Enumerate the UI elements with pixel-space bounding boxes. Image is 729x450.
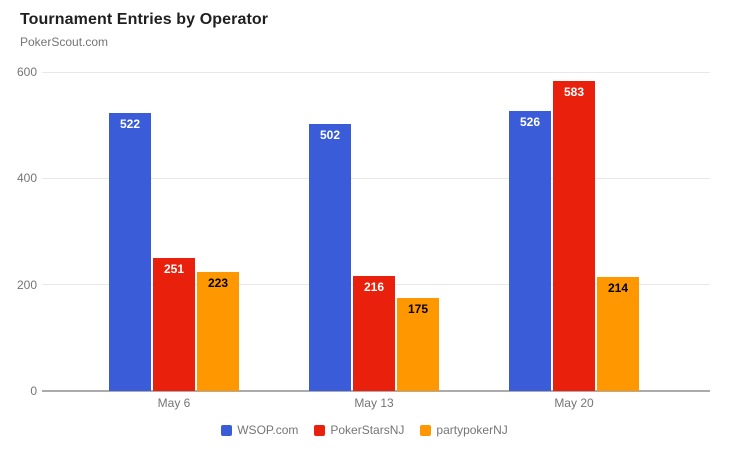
bar-value-label: 251	[163, 261, 185, 276]
legend-swatch-icon	[314, 424, 326, 436]
bar-partypokerNJ-May 6[interactable]	[197, 272, 239, 391]
x-axis-category-label: May 20	[554, 396, 594, 410]
bar-value-label: 214	[607, 281, 629, 296]
x-axis-line	[42, 390, 710, 392]
bar-value-label: 502	[319, 128, 341, 143]
chart-title: Tournament Entries by Operator	[20, 11, 269, 28]
bar-value-label: 175	[407, 301, 429, 316]
bar-value-label: 223	[207, 276, 229, 291]
bar-value-label: 522	[119, 117, 141, 132]
chart-legend: WSOP.com PokerStarsNJ partypokerNJ	[0, 421, 729, 439]
legend-label: WSOP.com	[237, 423, 299, 437]
bar-value-label: 526	[519, 115, 541, 130]
legend-swatch-icon	[221, 424, 233, 436]
y-axis-tick-label: 400	[16, 171, 37, 186]
bar-WSOP.com-May 13[interactable]	[309, 124, 351, 391]
y-axis-tick-label: 600	[16, 65, 37, 79]
gridline-y-600	[42, 71, 710, 73]
y-axis-tick-label: 200	[16, 277, 37, 292]
bar-value-label: 216	[363, 280, 385, 295]
legend-swatch-icon	[420, 424, 432, 436]
gridline-y-400	[42, 177, 710, 179]
bar-partypokerNJ-May 13[interactable]	[397, 297, 439, 391]
y-axis-tick-label: 0	[30, 384, 37, 398]
x-axis-category-label: May 6	[157, 396, 191, 410]
bar-WSOP.com-May 20[interactable]	[509, 111, 551, 391]
legend-item-PokerStarsNJ: PokerStarsNJ	[314, 423, 404, 437]
legend-label: partypokerNJ	[436, 423, 508, 437]
bar-PokerStarsNJ-May 6[interactable]	[153, 257, 195, 391]
legend-label: PokerStarsNJ	[330, 423, 405, 437]
bar-PokerStarsNJ-May 20[interactable]	[553, 81, 595, 391]
x-axis-category-label: May 13	[354, 396, 394, 410]
bar-partypokerNJ-May 20[interactable]	[597, 277, 639, 391]
legend-item-WSOP.com: WSOP.com	[221, 423, 298, 437]
chart-subtitle: PokerScout.com	[20, 35, 109, 49]
bar-WSOP.com-May 6[interactable]	[109, 113, 151, 391]
bar-value-label: 583	[563, 85, 585, 100]
legend-item-partypokerNJ: partypokerNJ	[420, 423, 508, 437]
bar-PokerStarsNJ-May 13[interactable]	[353, 276, 395, 391]
